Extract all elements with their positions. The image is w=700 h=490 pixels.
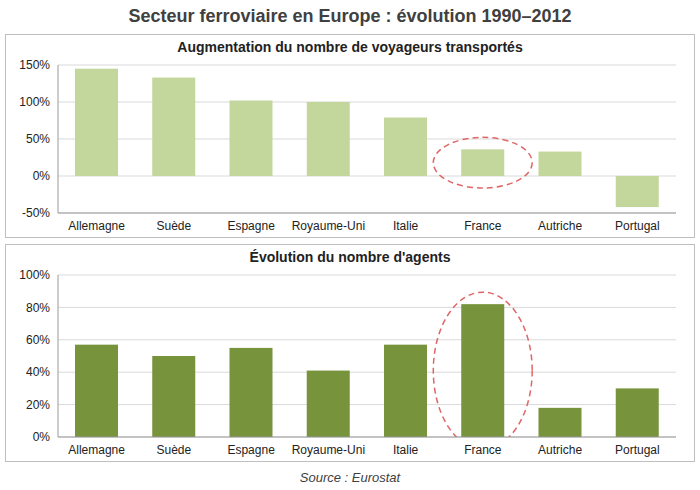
svg-text:Allemagne: Allemagne bbox=[68, 219, 125, 233]
html-text:Source : Eurostat: Source : Eurostat bbox=[299, 470, 401, 485]
html-text:Évolution du nombre d'agents: Évolution du nombre d'agents bbox=[249, 249, 451, 265]
svg-text:Portugal: Portugal bbox=[615, 219, 660, 233]
svg-text:100%: 100% bbox=[19, 95, 50, 109]
svg-text:Suède: Suède bbox=[157, 219, 192, 233]
svg-text:0%: 0% bbox=[33, 169, 51, 183]
svg-text:France: France bbox=[464, 443, 502, 457]
svg-text:100%: 100% bbox=[19, 269, 50, 282]
svg-text:Autriche: Autriche bbox=[538, 219, 582, 233]
svg-text:Suède: Suède bbox=[157, 443, 192, 457]
svg-text:Italie: Italie bbox=[393, 219, 419, 233]
svg-text:60%: 60% bbox=[26, 333, 50, 347]
svg-text:Espagne: Espagne bbox=[227, 219, 275, 233]
svg-text:150%: 150% bbox=[19, 59, 50, 72]
svg-text:0%: 0% bbox=[33, 430, 51, 444]
svg-text:France: France bbox=[464, 219, 502, 233]
svg-text:20%: 20% bbox=[26, 398, 50, 412]
html-text:Augmentation du nombre de voya: Augmentation du nombre de voyageurs tran… bbox=[177, 39, 523, 55]
svg-text:Autriche: Autriche bbox=[538, 443, 582, 457]
svg-text:80%: 80% bbox=[26, 301, 50, 315]
html-text:Secteur ferroviaire en Europe: Secteur ferroviaire en Europe : évolutio… bbox=[128, 6, 572, 26]
svg-text:Italie: Italie bbox=[393, 443, 419, 457]
svg-text:Portugal: Portugal bbox=[615, 443, 660, 457]
svg-text:40%: 40% bbox=[26, 365, 50, 379]
svg-text:Allemagne: Allemagne bbox=[68, 443, 125, 457]
svg-text:Royaume-Uni: Royaume-Uni bbox=[292, 443, 365, 457]
svg-text:-50%: -50% bbox=[22, 206, 50, 220]
svg-text:Royaume-Uni: Royaume-Uni bbox=[292, 219, 365, 233]
svg-text:50%: 50% bbox=[26, 132, 50, 146]
svg-text:Espagne: Espagne bbox=[227, 443, 275, 457]
